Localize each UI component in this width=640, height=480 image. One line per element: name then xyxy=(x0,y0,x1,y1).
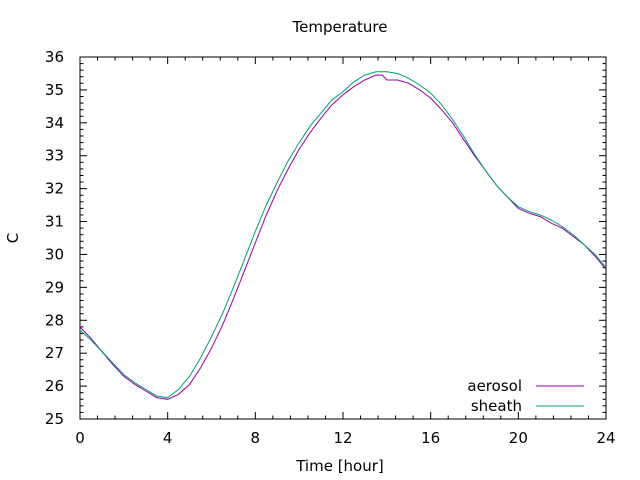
x-tick-label: 24 xyxy=(596,429,615,447)
legend-label-aerosol: aerosol xyxy=(467,377,522,395)
series-line-aerosol xyxy=(79,74,607,400)
y-tick-label: 36 xyxy=(45,48,64,66)
y-tick-label: 27 xyxy=(45,344,64,362)
x-tick-label: 4 xyxy=(163,429,173,447)
x-tick-label: 0 xyxy=(75,429,85,447)
y-axis-label: C xyxy=(4,233,22,243)
x-tick-label: 12 xyxy=(333,429,352,447)
x-tick-label: 16 xyxy=(421,429,440,447)
y-tick-label: 31 xyxy=(45,213,64,231)
series-lines xyxy=(79,71,607,400)
y-tick-label: 25 xyxy=(45,410,64,428)
y-tick-label: 26 xyxy=(45,377,64,395)
y-tick-label: 35 xyxy=(45,81,64,99)
tick-labels: 0 4 8 12 16 20 24 25 26 27 28 29 30 31 32 33 34 35 36 xyxy=(45,48,616,447)
x-tick-label: 20 xyxy=(509,429,528,447)
y-tick-label: 34 xyxy=(45,114,64,132)
y-tick-label: 29 xyxy=(45,278,64,296)
y-tick-label: 30 xyxy=(45,245,64,263)
chart-title: Temperature xyxy=(291,18,387,36)
legend-label-sheath: sheath xyxy=(471,397,522,415)
series-line-sheath xyxy=(79,71,607,399)
y-tick-label: 32 xyxy=(45,180,64,198)
plot-frame xyxy=(79,56,607,420)
axis-ticks xyxy=(79,56,607,420)
legend: aerosol sheath xyxy=(467,377,584,415)
y-tick-label: 28 xyxy=(45,311,64,329)
x-tick-label: 8 xyxy=(251,429,261,447)
x-axis-label: Time [hour] xyxy=(295,457,384,475)
y-tick-label: 33 xyxy=(45,147,64,165)
